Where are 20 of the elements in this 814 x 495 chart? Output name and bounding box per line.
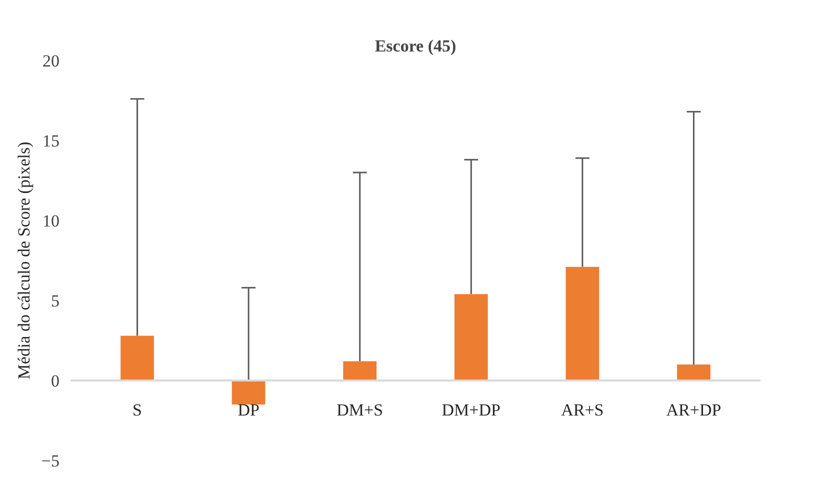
- x-tick-label: DM+S: [336, 400, 384, 420]
- bar: [120, 336, 154, 380]
- bar: [343, 361, 377, 380]
- x-tick-label: DM+DP: [442, 400, 501, 420]
- y-tick-label: 0: [51, 372, 60, 390]
- x-tick-label: S: [132, 400, 142, 420]
- bar: [232, 380, 266, 404]
- y-tick-label: 20: [42, 52, 60, 70]
- y-axis-title: Média do cálculo de Score (pixels): [14, 142, 34, 380]
- y-tick-label: −5: [41, 452, 60, 470]
- chart-title: Escore (45): [374, 36, 456, 56]
- y-tick-label: 15: [42, 132, 60, 150]
- bar: [677, 364, 710, 380]
- bar: [454, 294, 488, 380]
- x-tick-label: AR+S: [561, 400, 604, 420]
- bar: [566, 266, 600, 380]
- x-tick-label: AR+DP: [666, 400, 722, 420]
- x-tick-label: DP: [238, 400, 260, 420]
- y-tick-label: 10: [42, 212, 60, 230]
- y-tick-label: 5: [51, 292, 60, 310]
